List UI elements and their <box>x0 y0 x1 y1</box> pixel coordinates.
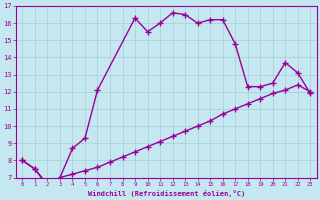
X-axis label: Windchill (Refroidissement éolien,°C): Windchill (Refroidissement éolien,°C) <box>88 190 245 197</box>
